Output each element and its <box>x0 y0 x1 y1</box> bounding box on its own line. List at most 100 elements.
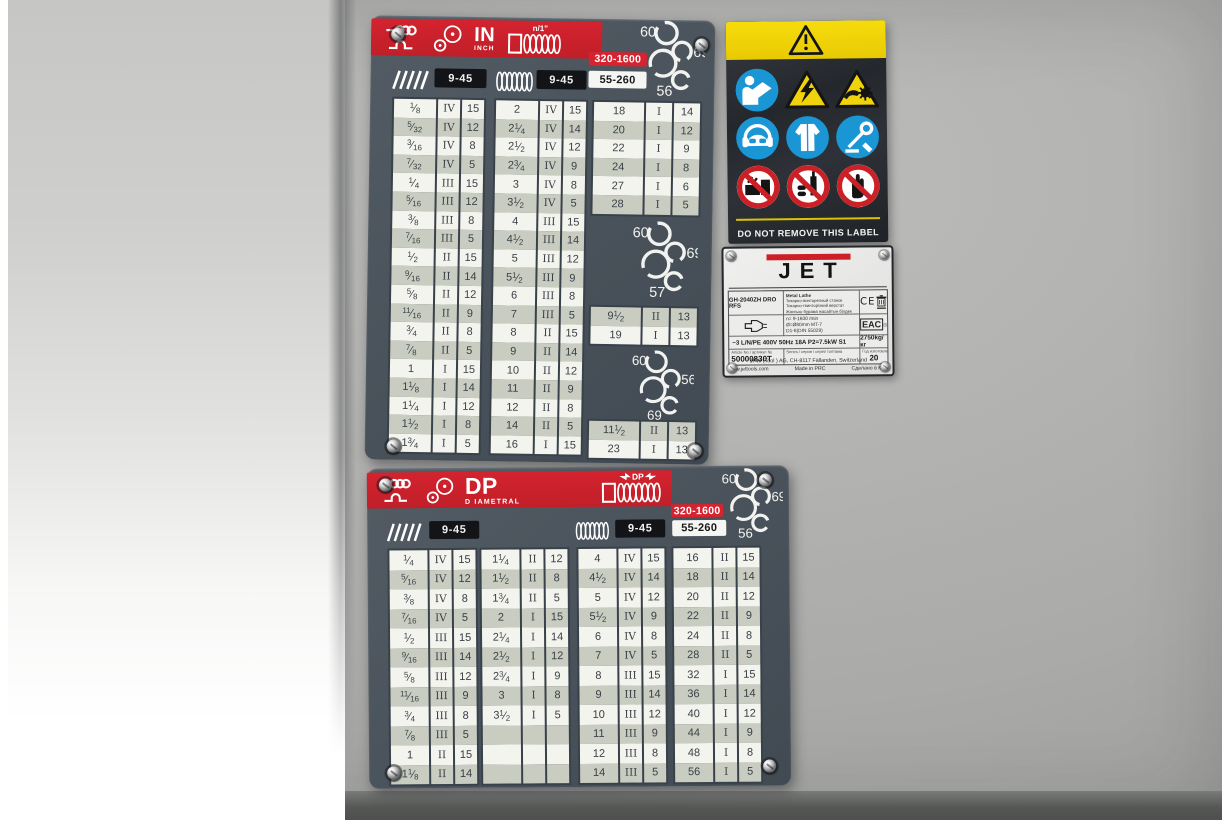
warning-footer-text: DO NOT REMOVE THIS LABEL <box>737 227 880 239</box>
table-cell: III <box>435 229 459 249</box>
safety-pictogram-grid <box>731 64 883 212</box>
table-cell: 8 <box>737 625 761 646</box>
table-cell: III <box>619 704 642 725</box>
table-cell: I <box>433 378 456 398</box>
table-cell: 5 1⁄2 <box>493 267 536 287</box>
table-cell: 10 <box>579 704 618 725</box>
no-gloves-icon <box>835 163 881 209</box>
brand-name: JET <box>778 257 846 284</box>
table-cell: II <box>713 567 736 587</box>
feed-range-badge: 9-45 <box>434 68 487 89</box>
plate-screw <box>688 444 702 458</box>
table-cell: 13 <box>668 422 696 442</box>
table-cell: 9 <box>492 341 535 362</box>
table-cell: III <box>620 763 643 783</box>
feed-range-badge: 9-45 <box>429 520 480 540</box>
fine-thread-icon <box>575 521 609 540</box>
table-cell: 8 <box>546 685 569 706</box>
eac-mark: EAC <box>860 318 884 331</box>
table-cell: 16 <box>490 434 533 455</box>
table-cell <box>546 724 569 745</box>
table-cell: 28 <box>674 645 713 666</box>
product-names: Metal Lathe Токарно-винторезный станок Ток… <box>783 290 860 315</box>
table-cell: II <box>640 421 668 441</box>
table-cell: 2 1⁄2 <box>482 646 521 667</box>
table-cell: 9⁄16 <box>391 266 434 286</box>
gear-train-diagram: 60 56 69 <box>619 347 696 423</box>
svg-text:56: 56 <box>656 84 672 99</box>
dp-plate-title: DP D IAMETRAL <box>465 472 520 505</box>
table-cell: I <box>640 440 667 460</box>
table-cell: II <box>713 586 736 607</box>
table-cell: 14 <box>560 343 583 362</box>
nameplate-text-line: Жонғыш бұрама жасайтын білдек <box>785 308 852 314</box>
protective-clothing-icon <box>784 115 830 161</box>
table-cell: III <box>619 724 642 744</box>
inch-plate-banner: IN INCH n/1" <box>370 18 603 59</box>
table-cell: 8 <box>672 158 700 178</box>
plate-subtitle-text: INCH <box>473 44 495 53</box>
table-cell: II <box>713 547 736 568</box>
table-cell: 5 <box>454 725 477 745</box>
table-cell: III <box>538 212 561 232</box>
table-cell: 1 1⁄4 <box>481 549 520 570</box>
spindle-icon <box>744 319 767 332</box>
table-cell: 12 <box>457 397 480 417</box>
table-cell: I <box>645 139 672 159</box>
table-cell: 1⁄2 <box>391 247 434 267</box>
table-cell: II <box>535 398 558 418</box>
table-cell: I <box>432 415 456 435</box>
table-cell: I <box>642 326 669 346</box>
table-cell: I <box>714 723 737 743</box>
table-cell: 5 <box>644 762 667 783</box>
table-cell: 15 <box>457 360 481 379</box>
weight-spec: 2750kg/кг <box>860 335 888 348</box>
table-cell: III <box>619 685 642 705</box>
table-cell: II <box>430 744 454 765</box>
table-cell: 7⁄8 <box>390 340 433 360</box>
table-cell: II <box>435 266 458 286</box>
table-cell: 14 <box>490 416 534 436</box>
table-cell: IV <box>618 568 641 588</box>
made-in: Made in PRC <box>794 365 826 373</box>
table-cell: 8 <box>642 626 666 646</box>
table-cell: 5 <box>458 341 481 361</box>
table-cell: IV <box>437 136 460 156</box>
table-cell: 15 <box>454 744 478 765</box>
plate-screw <box>387 766 401 780</box>
table-cell: 3 <box>482 685 521 706</box>
warning-divider <box>736 217 881 221</box>
table-cell: II <box>534 417 558 436</box>
table-cell: 3⁄16 <box>393 135 436 156</box>
table-cell: 16 <box>673 547 712 568</box>
table-cell: 2 3⁄4 <box>482 666 521 687</box>
table-cell: 9 <box>579 685 618 705</box>
table-cell: 11⁄16 <box>390 303 433 323</box>
table-cell: IV <box>437 99 461 119</box>
table-cell: 15 <box>738 664 761 685</box>
table-cell: II <box>434 303 457 323</box>
table-cell: 13 <box>670 326 697 346</box>
table-cell: IV <box>437 155 460 175</box>
table-cell: 9 <box>559 380 582 400</box>
weee-bin-icon <box>876 295 887 309</box>
table-cell: I <box>645 121 672 141</box>
table-cell: 12 <box>642 587 665 607</box>
table-cell: IV <box>539 138 562 158</box>
table-cell: 14 <box>455 764 478 784</box>
table-cell: 11 <box>491 379 534 399</box>
table-cell: 4 1⁄2 <box>493 230 537 250</box>
table-cell: III <box>436 192 459 212</box>
table-cell: 8 <box>460 211 483 231</box>
table-cell: 3 1⁄2 <box>482 705 521 726</box>
table-cell: 15 <box>737 547 760 568</box>
thread-table-group: 1⁄4 IV 15 5⁄16 IV 12 3⁄8 IV 8 7⁄16 IV 5 1⁄2 III 15 9⁄16… <box>387 547 480 787</box>
table-cell: I <box>644 195 671 215</box>
gear-train-diagram: 60 69 56 <box>628 17 709 100</box>
table-cell: 15 <box>642 548 665 568</box>
table-cell: 7⁄16 <box>391 228 435 249</box>
pitch-unit-label: n/1" <box>533 23 549 32</box>
table-cell <box>483 763 522 784</box>
table-cell: 12 <box>737 586 760 607</box>
cert-marks: CE <box>859 290 888 314</box>
